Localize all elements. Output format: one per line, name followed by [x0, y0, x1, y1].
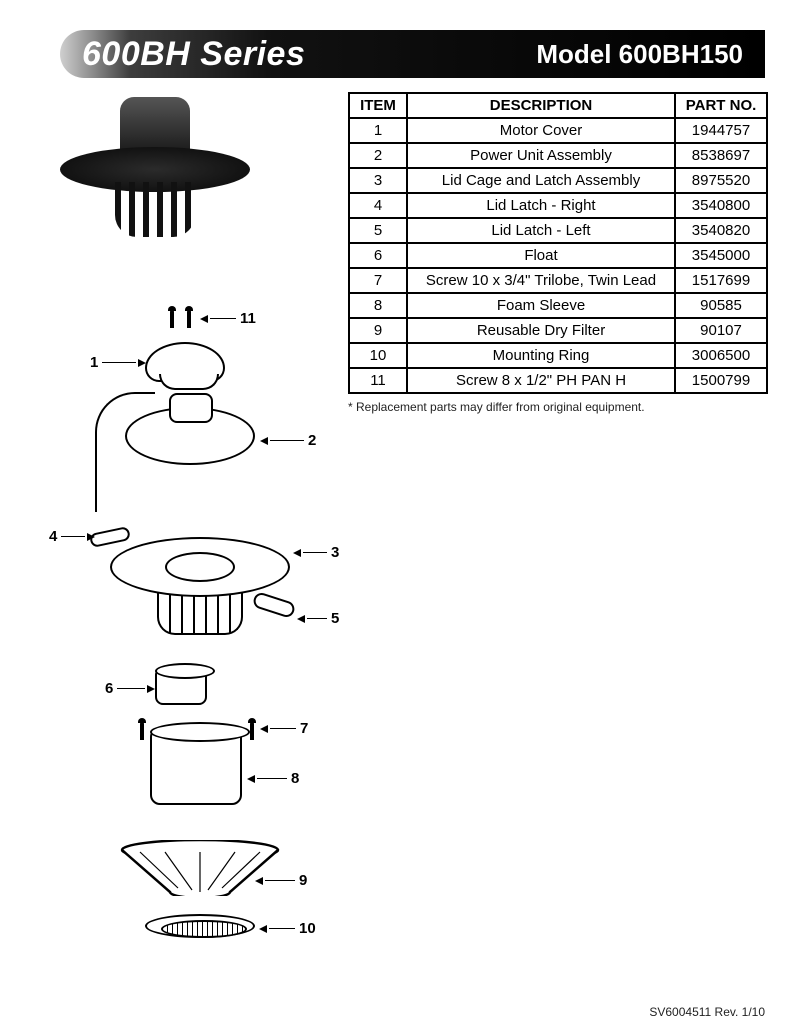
- callout-8: 8: [247, 770, 299, 787]
- cell-item: 11: [349, 368, 407, 393]
- callout-11: 11: [200, 310, 256, 327]
- cell-description: Power Unit Assembly: [407, 143, 675, 168]
- cell-description: Mounting Ring: [407, 343, 675, 368]
- cell-partno: 3545000: [675, 243, 767, 268]
- cell-partno: 8538697: [675, 143, 767, 168]
- part-foam-sleeve: [150, 727, 242, 805]
- table-row: 7 Screw 10 x 3/4" Trilobe, Twin Lead 151…: [349, 268, 767, 293]
- part-lid-latch-left: [252, 591, 297, 619]
- cell-partno: 90107: [675, 318, 767, 343]
- callout-3: 3: [293, 544, 339, 561]
- model-title: Model 600BH150: [536, 39, 743, 70]
- table-row: 4 Lid Latch - Right 3540800: [349, 193, 767, 218]
- cell-description: Reusable Dry Filter: [407, 318, 675, 343]
- cell-partno: 1500799: [675, 368, 767, 393]
- cell-description: Screw 8 x 1/2" PH PAN H: [407, 368, 675, 393]
- cell-item: 1: [349, 118, 407, 143]
- cell-description: Screw 10 x 3/4" Trilobe, Twin Lead: [407, 268, 675, 293]
- col-header-item: ITEM: [349, 93, 407, 118]
- table-row: 5 Lid Latch - Left 3540820: [349, 218, 767, 243]
- cell-partno: 3540800: [675, 193, 767, 218]
- cell-description: Foam Sleeve: [407, 293, 675, 318]
- part-screw-11: [187, 310, 191, 328]
- table-row: 10 Mounting Ring 3006500: [349, 343, 767, 368]
- cell-item: 8: [349, 293, 407, 318]
- col-header-partno: PART NO.: [675, 93, 767, 118]
- cell-item: 2: [349, 143, 407, 168]
- document-revision: SV6004511 Rev. 1/10: [649, 1005, 765, 1019]
- callout-2: 2: [260, 432, 316, 449]
- cell-item: 6: [349, 243, 407, 268]
- part-float: [155, 667, 207, 705]
- cell-item: 10: [349, 343, 407, 368]
- table-row: 1 Motor Cover 1944757: [349, 118, 767, 143]
- callout-9: 9: [255, 872, 307, 889]
- col-header-description: DESCRIPTION: [407, 93, 675, 118]
- part-motor-cover: [145, 342, 225, 382]
- table-row: 3 Lid Cage and Latch Assembly 8975520: [349, 168, 767, 193]
- product-photo: [60, 92, 250, 242]
- cell-description: Motor Cover: [407, 118, 675, 143]
- part-screw-11: [170, 310, 174, 328]
- callout-6: 6: [105, 680, 155, 697]
- cell-item: 9: [349, 318, 407, 343]
- callout-1: 1: [90, 354, 146, 371]
- callout-10: 10: [259, 920, 316, 937]
- footnote: * Replacement parts may differ from orig…: [348, 400, 645, 414]
- cell-partno: 3006500: [675, 343, 767, 368]
- part-screw-7: [140, 722, 144, 740]
- callout-4: 4: [49, 528, 95, 545]
- parts-table: ITEM DESCRIPTION PART NO. 1 Motor Cover …: [348, 92, 768, 394]
- part-mounting-ring: [145, 914, 255, 938]
- table-row: 11 Screw 8 x 1/2" PH PAN H 1500799: [349, 368, 767, 393]
- cell-partno: 90585: [675, 293, 767, 318]
- cell-item: 5: [349, 218, 407, 243]
- cell-description: Lid Latch - Right: [407, 193, 675, 218]
- cell-partno: 8975520: [675, 168, 767, 193]
- cell-partno: 3540820: [675, 218, 767, 243]
- cell-partno: 1517699: [675, 268, 767, 293]
- table-row: 2 Power Unit Assembly 8538697: [349, 143, 767, 168]
- cell-description: Lid Latch - Left: [407, 218, 675, 243]
- part-screw-7: [250, 722, 254, 740]
- cell-item: 7: [349, 268, 407, 293]
- exploded-diagram: 11 1 2 4 3 5 6 7 8: [35, 92, 335, 972]
- cell-partno: 1944757: [675, 118, 767, 143]
- callout-5: 5: [297, 610, 339, 627]
- cell-item: 4: [349, 193, 407, 218]
- part-power-unit: [125, 407, 255, 465]
- series-title: 600BH Series: [82, 35, 305, 74]
- cell-description: Lid Cage and Latch Assembly: [407, 168, 675, 193]
- table-row: 9 Reusable Dry Filter 90107: [349, 318, 767, 343]
- table-row: 6 Float 3545000: [349, 243, 767, 268]
- table-row: 8 Foam Sleeve 90585: [349, 293, 767, 318]
- cell-item: 3: [349, 168, 407, 193]
- header-bar: 600BH Series Model 600BH150: [60, 30, 765, 78]
- part-lid-cage-opening: [165, 552, 235, 582]
- callout-7: 7: [260, 720, 308, 737]
- cell-description: Float: [407, 243, 675, 268]
- table-header-row: ITEM DESCRIPTION PART NO.: [349, 93, 767, 118]
